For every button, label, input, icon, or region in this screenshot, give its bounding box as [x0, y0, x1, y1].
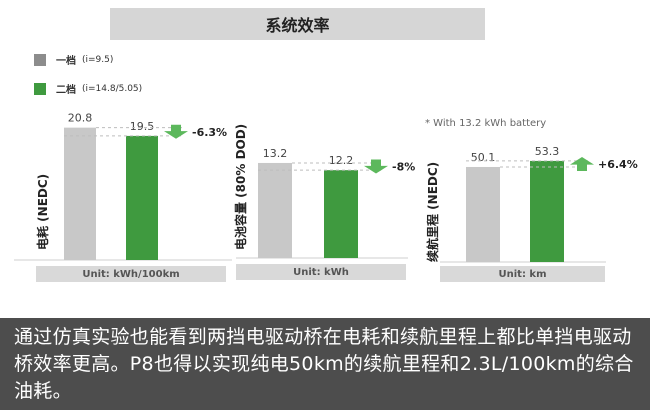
panel-2-bar-1 [258, 162, 292, 258]
legend-ratio: (i=14.8/5.05) [82, 83, 143, 94]
panel-3-change-label: +6.4% [598, 158, 638, 171]
panel-1-bar-2 [126, 135, 158, 260]
panel-1-change-arrow [164, 124, 188, 139]
panel-1-unit: Unit: kWh/100km [36, 266, 226, 282]
charts-canvas: 20.8 19.5 -6.3% 13.2 12.2 -8% 50.1 53.3 +6.4% [14, 112, 638, 263]
panel-3-value-label-1: 50.1 [471, 151, 496, 164]
legend-ratio: (i=9.5) [82, 54, 114, 65]
panel-3-change-arrow [570, 156, 594, 171]
legend-label: 一档 [56, 56, 76, 67]
panel-1-change-label: -6.3% [192, 126, 227, 139]
panel-1-bar-1 [64, 127, 96, 261]
panel-2-value-label-1: 13.2 [263, 147, 288, 160]
panel-1-value-label-1: 20.8 [68, 112, 93, 125]
legend-swatch-gear1 [34, 53, 46, 66]
legend-label: 二档 [56, 85, 76, 96]
battery-footnote: * With 13.2 kWh battery [425, 118, 547, 129]
panel-3-value-label-2: 53.3 [535, 145, 560, 158]
panel-2-value-label-2: 12.2 [329, 154, 354, 167]
panel-3-bar-1 [466, 166, 500, 262]
legend-item-gear2: 二档 (i=14.8/5.05) [34, 81, 142, 96]
caption-text: 通过仿真实验也能看到两挡电驱动桥在电耗和续航里程上都比单挡电驱动桥效率更高。P8… [0, 318, 650, 410]
panel-2-bar-2 [324, 170, 358, 258]
panel-2-change-label: -8% [392, 161, 415, 174]
panel-3-bar-2 [530, 160, 564, 262]
panel-1-value-label-2: 19.5 [130, 120, 155, 133]
legend-item-gear1: 一档 (i=9.5) [34, 52, 142, 67]
panel-2-unit: Unit: kWh [236, 264, 406, 280]
chart-title: 系统效率 [110, 8, 485, 40]
legend-swatch-gear2 [34, 82, 46, 95]
legend: 一档 (i=9.5) 二档 (i=14.8/5.05) [34, 52, 142, 110]
panel-2-change-arrow [364, 159, 388, 174]
panel-3-unit: Unit: km [440, 266, 605, 282]
